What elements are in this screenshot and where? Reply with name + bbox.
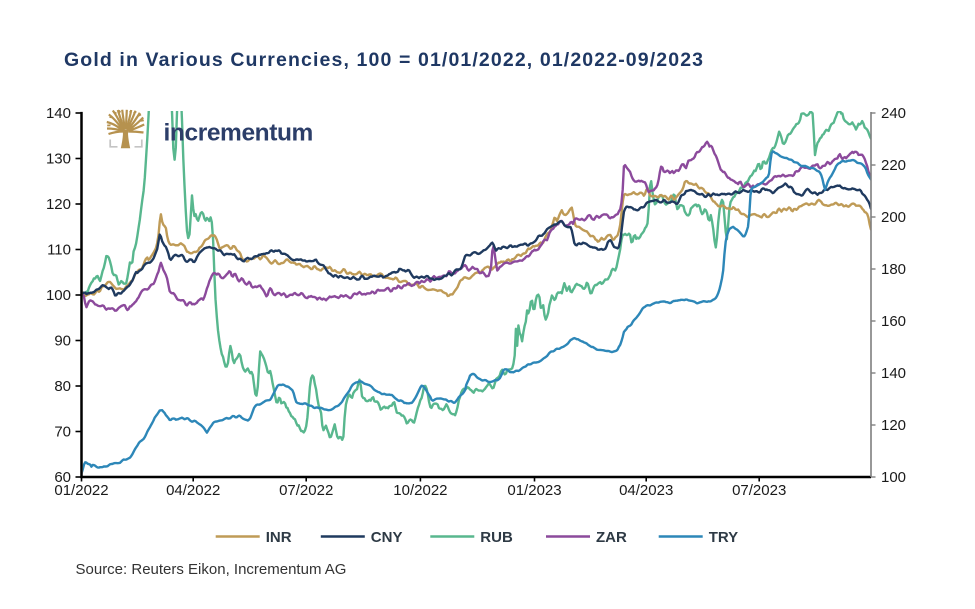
svg-text:130: 130 bbox=[46, 151, 71, 168]
svg-text:100: 100 bbox=[46, 287, 71, 304]
svg-text:70: 70 bbox=[54, 424, 71, 441]
svg-text:10/2022: 10/2022 bbox=[393, 482, 447, 499]
svg-text:110: 110 bbox=[47, 242, 71, 259]
svg-text:180: 180 bbox=[881, 261, 906, 278]
svg-text:TRY: TRY bbox=[709, 529, 738, 546]
svg-text:80: 80 bbox=[54, 378, 71, 395]
svg-text:220: 220 bbox=[881, 157, 906, 174]
svg-text:07/2022: 07/2022 bbox=[279, 482, 333, 499]
svg-text:200: 200 bbox=[881, 209, 906, 226]
svg-text:60: 60 bbox=[54, 469, 71, 486]
svg-text:CNY: CNY bbox=[371, 529, 403, 546]
svg-text:100: 100 bbox=[881, 469, 906, 486]
svg-text:140: 140 bbox=[881, 365, 906, 382]
svg-text:120: 120 bbox=[881, 417, 906, 434]
svg-text:INR: INR bbox=[266, 529, 292, 546]
svg-text:120: 120 bbox=[46, 196, 71, 213]
svg-text:140: 140 bbox=[46, 105, 71, 122]
svg-text:240: 240 bbox=[881, 105, 906, 122]
svg-text:04/2023: 04/2023 bbox=[619, 482, 673, 499]
svg-text:RUB: RUB bbox=[480, 529, 513, 546]
svg-text:01/2023: 01/2023 bbox=[507, 482, 561, 499]
svg-text:160: 160 bbox=[881, 313, 906, 330]
svg-text:incrementum: incrementum bbox=[164, 120, 313, 147]
svg-text:ZAR: ZAR bbox=[596, 529, 627, 546]
svg-text:07/2023: 07/2023 bbox=[732, 482, 786, 499]
svg-text:Source: Reuters Eikon, Increme: Source: Reuters Eikon, Incrementum AG bbox=[76, 561, 347, 578]
svg-text:04/2022: 04/2022 bbox=[166, 482, 220, 499]
svg-text:Gold in Various Currencies, 10: Gold in Various Currencies, 100 = 01/01/… bbox=[64, 49, 704, 71]
svg-text:01/2022: 01/2022 bbox=[54, 482, 108, 499]
svg-text:90: 90 bbox=[54, 333, 71, 350]
